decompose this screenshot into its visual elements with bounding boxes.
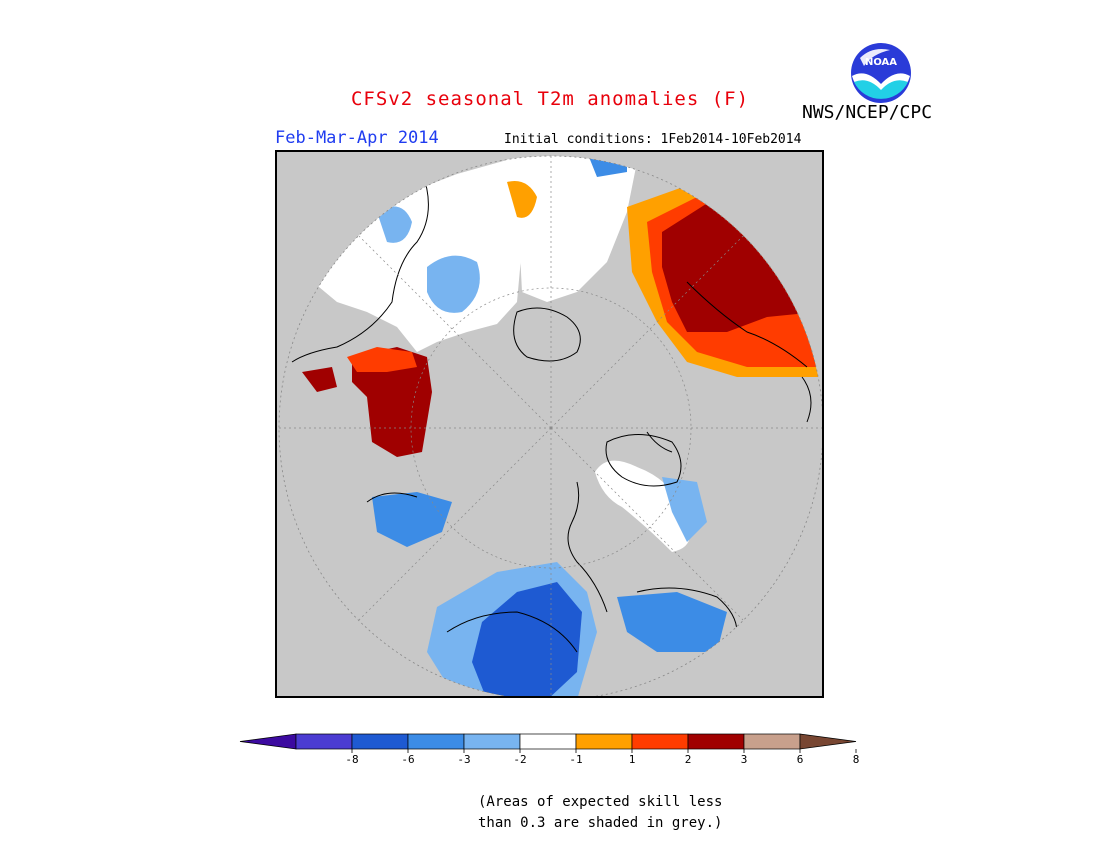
colorbar-tick-label: 6 bbox=[797, 753, 804, 766]
anomaly-region-lightblue-pacific bbox=[427, 255, 480, 313]
globe-edge bbox=[278, 155, 822, 696]
color-legend: -8 -6 -3 -2 -1 1 2 3 6 8 bbox=[238, 733, 862, 773]
noaa-logo: NOAA bbox=[850, 42, 912, 104]
anomaly-region-darkred-westus bbox=[352, 347, 432, 457]
noaa-logo-text: NOAA bbox=[865, 57, 897, 68]
agency-label: NWS/NCEP/CPC bbox=[802, 102, 933, 123]
colorbar-tick-label: -1 bbox=[569, 753, 582, 766]
anomaly-region-red-westus bbox=[347, 347, 417, 372]
colorbar-box bbox=[519, 733, 577, 750]
anomaly-region-orange-beringia bbox=[507, 181, 537, 218]
colorbar-box bbox=[575, 733, 633, 750]
map-title: CFSv2 seasonal T2m anomalies (F) bbox=[350, 88, 750, 110]
anomaly-region-blue-europe-north bbox=[617, 592, 727, 652]
colorbar-tick-label: 8 bbox=[853, 753, 860, 766]
colorbar-arrow-low bbox=[239, 733, 297, 750]
colorbar-box bbox=[743, 733, 801, 750]
initial-conditions-label: Initial conditions: 1Feb2014-10Feb2014 bbox=[504, 132, 802, 147]
season-label: Feb-Mar-Apr 2014 bbox=[275, 128, 439, 148]
colorbar-tick-label: 3 bbox=[741, 753, 748, 766]
colorbar-box bbox=[463, 733, 521, 750]
anomaly-region-blue-na bbox=[472, 582, 582, 696]
colorbar-box bbox=[687, 733, 745, 750]
skill-note-line2: than 0.3 are shaded in grey.) bbox=[478, 815, 723, 831]
anomaly-region-lightblue-scandinavia bbox=[662, 477, 707, 542]
anomaly-region-darkred-pacific-coast bbox=[302, 367, 337, 392]
colorbar-box bbox=[631, 733, 689, 750]
skill-note-line1: (Areas of expected skill less bbox=[478, 794, 723, 810]
anomaly-region-blue-greenland-east bbox=[372, 492, 452, 547]
anomaly-region-lightblue-west bbox=[377, 206, 412, 243]
colorbar-box bbox=[351, 733, 409, 750]
colorbar-tick-label: 1 bbox=[629, 753, 636, 766]
graticule bbox=[279, 156, 822, 696]
colorbar-tick-label: -8 bbox=[345, 753, 358, 766]
polar-anomaly-map bbox=[275, 150, 824, 698]
colorbar-tick-label: 2 bbox=[685, 753, 692, 766]
colorbar-box bbox=[295, 733, 353, 750]
skill-note: (Areas of expected skill less than 0.3 a… bbox=[478, 792, 722, 834]
colorbar-tick-label: -3 bbox=[457, 753, 470, 766]
colorbar-tick-label: -2 bbox=[513, 753, 526, 766]
anomaly-region-white-europe bbox=[595, 460, 690, 552]
colorbar-tick-label: -6 bbox=[401, 753, 414, 766]
colorbar-arrow-high bbox=[799, 733, 857, 750]
anomaly-region-white-north bbox=[505, 156, 637, 302]
colorbar-box bbox=[407, 733, 465, 750]
